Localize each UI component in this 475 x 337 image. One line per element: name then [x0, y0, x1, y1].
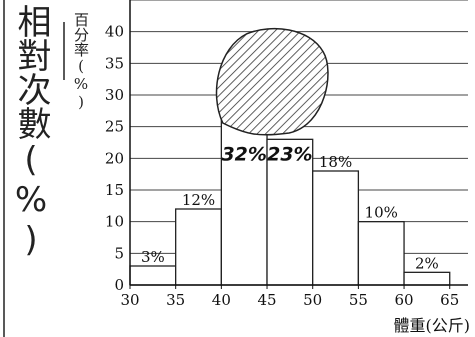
histogram-bar — [266, 138, 314, 286]
y-tick-label: 30 — [105, 86, 124, 104]
bar-data-label: 12% — [182, 191, 215, 209]
y-tick-label: 25 — [105, 118, 124, 136]
y-tick-label: 10 — [105, 213, 124, 231]
bar-data-label: 3% — [141, 248, 165, 266]
bar-data-label: 10% — [365, 204, 398, 222]
histogram-bar — [312, 170, 360, 286]
histogram-bar — [129, 265, 177, 286]
x-tick-label: 50 — [303, 291, 322, 309]
y-tick-label: 15 — [105, 181, 124, 199]
bar-data-label: 2% — [415, 254, 439, 272]
y-tick-label: 5 — [114, 244, 124, 262]
x-tick-label: 60 — [395, 291, 414, 309]
y-tick-label: 20 — [105, 149, 124, 167]
handwritten-y-label: 相對次數(%) — [11, 4, 51, 260]
y-axis-label: 百分率(%) — [72, 12, 90, 111]
histogram-bar — [357, 221, 405, 286]
histogram-bar — [403, 271, 451, 286]
y-tick-label: 0 — [114, 276, 124, 294]
y-tick-label: 35 — [105, 54, 124, 72]
bar-data-label: 18% — [319, 153, 352, 171]
hatched-blob — [215, 27, 329, 136]
handwritten-data-label: 32% — [221, 143, 266, 165]
handwritten-data-label: 23% — [267, 143, 312, 165]
x-tick-label: 55 — [349, 291, 368, 309]
histogram-bar — [175, 208, 223, 286]
x-axis-label: 體重(公斤) — [394, 316, 471, 335]
x-tick-label: 35 — [166, 291, 185, 309]
x-tick-label: 40 — [212, 291, 231, 309]
x-tick-label: 65 — [440, 291, 459, 309]
x-tick-label: 30 — [120, 291, 139, 309]
x-tick-label: 45 — [257, 291, 276, 309]
y-tick-label: 40 — [105, 23, 124, 41]
